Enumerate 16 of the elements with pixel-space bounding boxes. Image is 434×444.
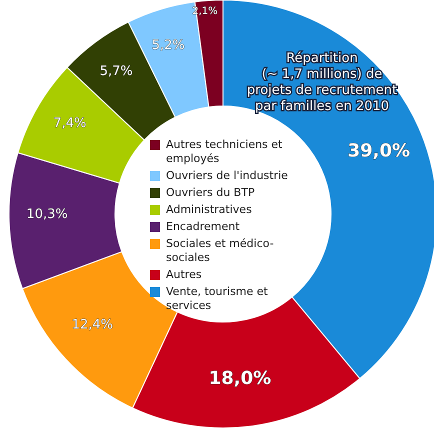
- data-label: 39,0%: [348, 140, 410, 162]
- legend-label: Autres techniciens et employés: [166, 138, 284, 166]
- legend-label: Administratives: [166, 203, 252, 217]
- data-label: 7,4%: [53, 116, 86, 132]
- data-label: 12,4%: [72, 317, 113, 332]
- text: Répartition (~ 1,7 millions) de projets de recrutement par familles en 2010: [246, 51, 398, 114]
- legend-label: Sociales et médico-sociales: [166, 237, 275, 265]
- legend-label: Ouvriers de l'industrie: [166, 169, 288, 183]
- legend-label: Autres: [166, 268, 202, 282]
- data-label: 18,0%: [208, 368, 272, 390]
- data-label: 5,2%: [152, 38, 185, 53]
- legend-label: Vente, tourisme et services: [166, 285, 269, 313]
- legend-label: Encadrement: [166, 220, 240, 234]
- legend-label: Ouvriers du BTP: [166, 186, 255, 200]
- data-label: 10,3%: [26, 207, 68, 222]
- data-label: 5,7%: [100, 64, 133, 80]
